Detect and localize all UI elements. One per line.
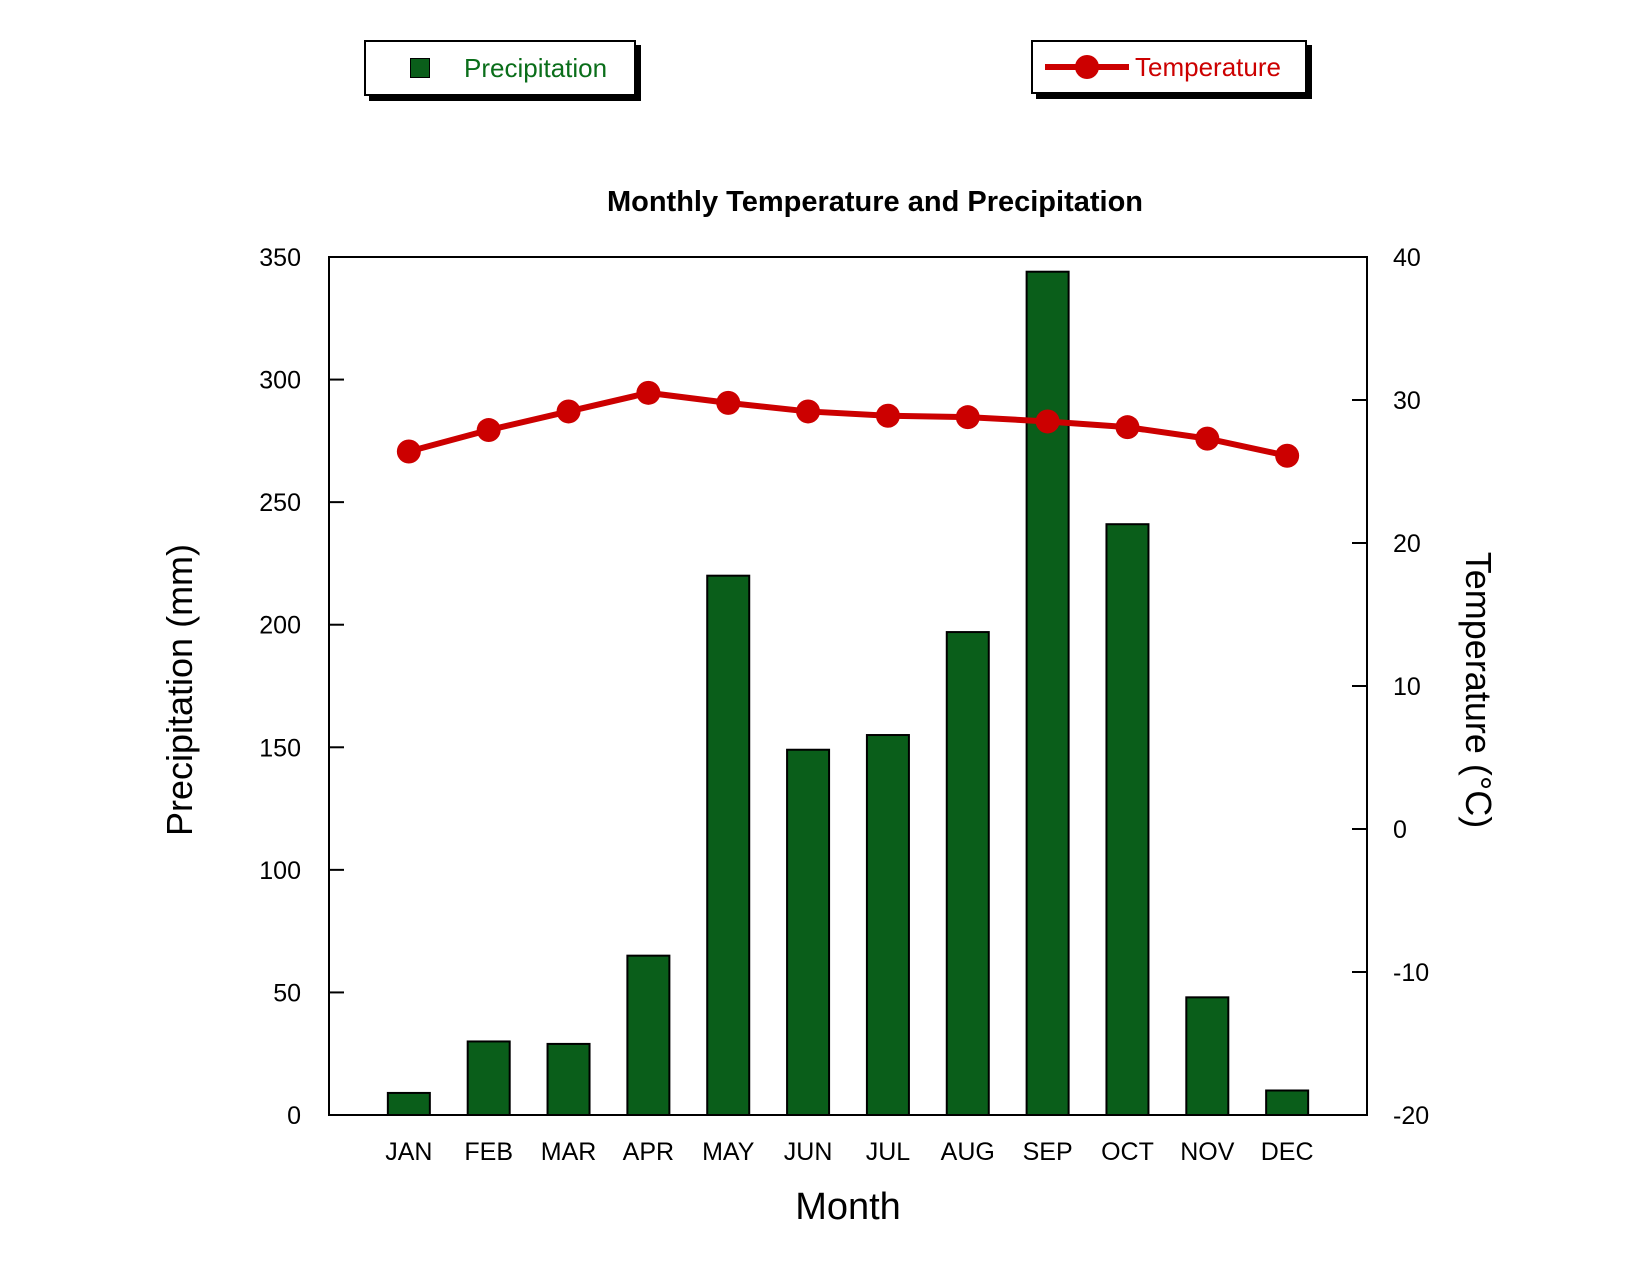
x-tick-label-aug: AUG <box>941 1138 995 1166</box>
x-tick-label-feb: FEB <box>464 1138 513 1166</box>
y-right-tick-label: -10 <box>1393 959 1429 987</box>
legend-precipitation-label: Precipitation <box>464 52 608 83</box>
y-right-tick-label: 40 <box>1393 244 1421 272</box>
y-right-tick-label: 10 <box>1393 673 1421 701</box>
bar-apr <box>626 954 671 1117</box>
x-axis-label: Month <box>795 1186 901 1228</box>
bar-may <box>706 574 751 1116</box>
bar-jun <box>786 748 831 1116</box>
bar-mar <box>546 1042 591 1116</box>
plot-frame <box>328 256 1368 1116</box>
y-left-tick-label: 100 <box>259 857 301 885</box>
temperature-point-jul <box>875 403 900 428</box>
legend-temperature-label: Temperature <box>1135 51 1281 82</box>
y-left-tick-label: 50 <box>273 979 301 1007</box>
bar-dec <box>1265 1089 1310 1117</box>
temperature-point-feb <box>476 418 501 443</box>
temperature-point-nov <box>1195 426 1220 451</box>
temperature-point-oct <box>1115 415 1140 440</box>
y-left-tick-label: 350 <box>259 244 301 272</box>
bar-jul <box>865 734 910 1116</box>
temperature-line <box>408 389 1288 459</box>
x-tick-label-jan: JAN <box>385 1138 432 1166</box>
temperature-point-may <box>716 390 741 415</box>
legend-temperature: Temperature <box>1031 40 1307 94</box>
legend-precipitation: Precipitation <box>364 40 636 96</box>
x-tick-label-dec: DEC <box>1261 1138 1314 1166</box>
temperature-point-aug <box>955 405 980 430</box>
x-tick-label-apr: APR <box>623 1138 674 1166</box>
x-tick-label-may: MAY <box>702 1138 755 1166</box>
bar-nov <box>1185 996 1230 1116</box>
y-right-tick-label: -20 <box>1393 1102 1429 1130</box>
y-right-tick-label: 30 <box>1393 387 1421 415</box>
y-left-tick-label: 0 <box>287 1102 301 1130</box>
bar-feb <box>466 1040 511 1117</box>
bar-sep <box>1025 270 1070 1116</box>
y-right-tick-label: 0 <box>1393 816 1407 844</box>
chart-title: Monthly Temperature and Precipitation <box>606 186 1144 218</box>
y-right-tick-label: 20 <box>1393 530 1421 558</box>
x-tick-label-nov: NOV <box>1180 1138 1235 1166</box>
temperature-point-dec <box>1275 443 1300 468</box>
x-tick-label-oct: OCT <box>1101 1138 1154 1166</box>
bar-aug <box>945 631 990 1116</box>
y-left-tick-label: 200 <box>259 612 301 640</box>
temperature-line-marker-icon <box>1045 55 1129 79</box>
x-tick-label-jul: JUL <box>866 1138 911 1166</box>
temperature-point-jun <box>796 399 821 424</box>
bar-oct <box>1105 523 1150 1116</box>
y-left-tick-label: 300 <box>259 367 301 395</box>
x-tick-label-jun: JUN <box>784 1138 833 1166</box>
temperature-point-apr <box>636 380 661 405</box>
x-tick-label-mar: MAR <box>541 1138 597 1166</box>
temperature-point-mar <box>556 399 581 424</box>
y-left-tick-label: 250 <box>259 489 301 517</box>
x-tick-label-sep: SEP <box>1023 1138 1073 1166</box>
bar-jan <box>386 1091 431 1116</box>
temperature-point-sep <box>1035 409 1060 434</box>
precipitation-swatch-icon <box>410 58 430 78</box>
temperature-point-jan <box>396 439 421 464</box>
y-left-tick-label: 150 <box>259 734 301 762</box>
